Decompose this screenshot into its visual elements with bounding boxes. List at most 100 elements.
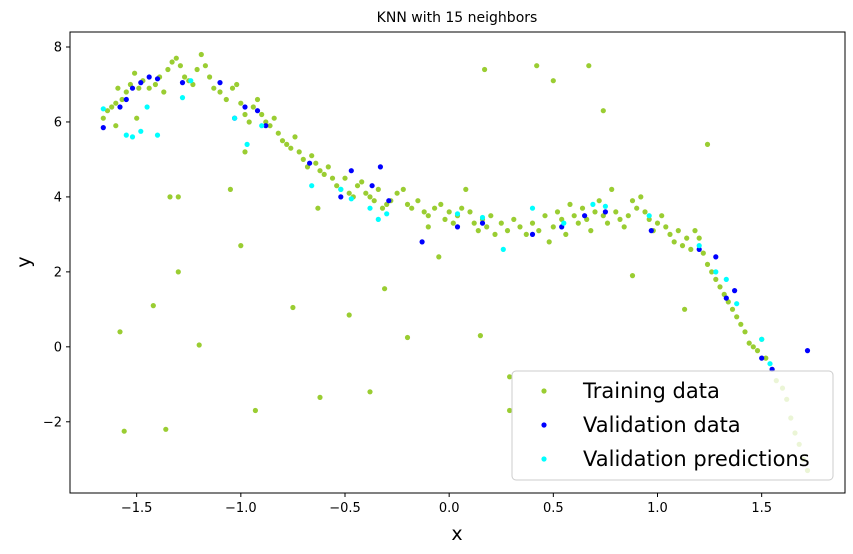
- data-point-validation-20: [454, 224, 461, 230]
- data-point-training-23: [198, 51, 204, 58]
- data-point-training-44: [292, 134, 298, 140]
- data-point-training-122: [646, 216, 652, 222]
- data-point-prediction-8: [232, 115, 238, 121]
- data-point-training-115: [617, 216, 623, 222]
- y-tick-label: 4: [54, 190, 62, 205]
- data-point-training-98: [546, 239, 552, 245]
- data-point-validation-5: [146, 74, 152, 80]
- data-point-training-133: [692, 228, 698, 234]
- data-point-training-70: [404, 201, 411, 207]
- data-point-training-192: [425, 224, 431, 230]
- data-point-validation-22: [529, 231, 536, 237]
- data-point-validation-11: [254, 108, 261, 114]
- data-point-training-174: [404, 334, 411, 341]
- data-point-prediction-11: [309, 183, 315, 189]
- data-point-training-135: [700, 250, 706, 256]
- data-point-prediction-12: [338, 186, 344, 192]
- data-point-training-5: [119, 96, 125, 103]
- data-point-training-99: [550, 224, 556, 230]
- data-point-prediction-5: [154, 132, 161, 138]
- legend-marker: [541, 456, 547, 462]
- data-point-validation-17: [377, 164, 383, 170]
- data-point-training-108: [588, 228, 594, 234]
- data-point-training-91: [504, 228, 511, 234]
- data-point-training-87: [484, 224, 490, 230]
- data-point-training-82: [463, 186, 469, 192]
- data-point-training-29: [229, 85, 236, 91]
- data-point-validation-28: [713, 254, 719, 260]
- data-point-training-81: [459, 205, 465, 211]
- data-point-training-9: [136, 85, 142, 91]
- data-point-validation-13: [307, 160, 313, 166]
- data-point-training-188: [315, 205, 321, 211]
- data-point-validation-12: [263, 123, 269, 129]
- data-point-training-167: [238, 243, 244, 249]
- data-point-validation-15: [348, 168, 354, 174]
- data-point-training-136: [704, 261, 711, 267]
- data-point-validation-1: [117, 104, 123, 110]
- data-point-training-43: [288, 145, 294, 151]
- data-point-training-34: [250, 104, 256, 110]
- y-tick-label: 0: [54, 340, 62, 355]
- x-tick-label: −1.0: [225, 501, 257, 516]
- data-point-validation-7: [179, 80, 186, 86]
- legend-marker: [541, 422, 547, 428]
- data-point-validation-10: [242, 104, 248, 110]
- data-point-training-61: [363, 190, 369, 196]
- data-point-training-1: [104, 108, 111, 114]
- data-point-training-46: [300, 156, 306, 162]
- data-point-prediction-27: [723, 276, 729, 282]
- data-point-training-79: [450, 220, 456, 226]
- data-point-training-106: [579, 205, 586, 211]
- data-point-training-4: [115, 85, 121, 91]
- data-point-training-171: [346, 312, 352, 318]
- legend-label: Validation predictions: [583, 447, 810, 471]
- data-point-training-52: [325, 164, 331, 170]
- data-point-training-160: [117, 329, 123, 335]
- data-point-training-19: [182, 74, 188, 80]
- data-point-training-145: [742, 329, 748, 335]
- data-point-training-111: [600, 213, 606, 219]
- data-point-training-89: [492, 231, 498, 237]
- data-point-prediction-25: [696, 243, 702, 249]
- data-point-prediction-7: [188, 78, 194, 84]
- data-point-training-51: [321, 171, 327, 177]
- data-point-training-193: [436, 254, 442, 260]
- data-point-training-109: [592, 209, 598, 215]
- data-point-training-28: [223, 96, 229, 103]
- data-point-training-146: [746, 340, 752, 346]
- data-point-training-24: [202, 63, 208, 69]
- data-point-prediction-14: [367, 205, 373, 211]
- data-point-prediction-15: [375, 216, 381, 222]
- data-point-prediction-3: [138, 128, 144, 134]
- data-point-training-31: [238, 100, 244, 106]
- data-point-validation-14: [338, 194, 344, 200]
- data-point-training-103: [567, 201, 573, 207]
- legend-label: Training data: [582, 379, 720, 403]
- data-point-training-150: [763, 355, 769, 361]
- data-point-training-120: [638, 194, 644, 200]
- data-point-training-75: [432, 205, 438, 211]
- data-point-training-128: [671, 239, 677, 245]
- data-point-validation-27: [696, 246, 702, 252]
- data-point-training-17: [173, 55, 179, 61]
- data-point-training-11: [146, 85, 152, 91]
- data-point-training-116: [621, 224, 627, 230]
- data-point-training-178: [586, 63, 592, 69]
- x-tick-label: 0.5: [543, 501, 564, 516]
- data-point-training-181: [507, 374, 513, 380]
- data-point-training-184: [704, 141, 711, 147]
- data-point-training-161: [121, 428, 127, 434]
- data-point-training-129: [675, 228, 681, 234]
- data-point-validation-6: [154, 76, 161, 82]
- data-point-training-144: [738, 321, 744, 327]
- data-point-training-71: [409, 205, 415, 211]
- data-point-training-180: [477, 333, 483, 339]
- x-axis-ticks: −1.5 −1.0 −0.5 0.0 0.5 1.0 1.5: [121, 493, 772, 516]
- data-point-training-183: [629, 273, 636, 279]
- data-point-training-134: [696, 235, 702, 241]
- data-point-training-190: [113, 123, 119, 129]
- chart-title: KNN with 15 neighbors: [377, 10, 538, 26]
- data-point-training-163: [163, 426, 169, 432]
